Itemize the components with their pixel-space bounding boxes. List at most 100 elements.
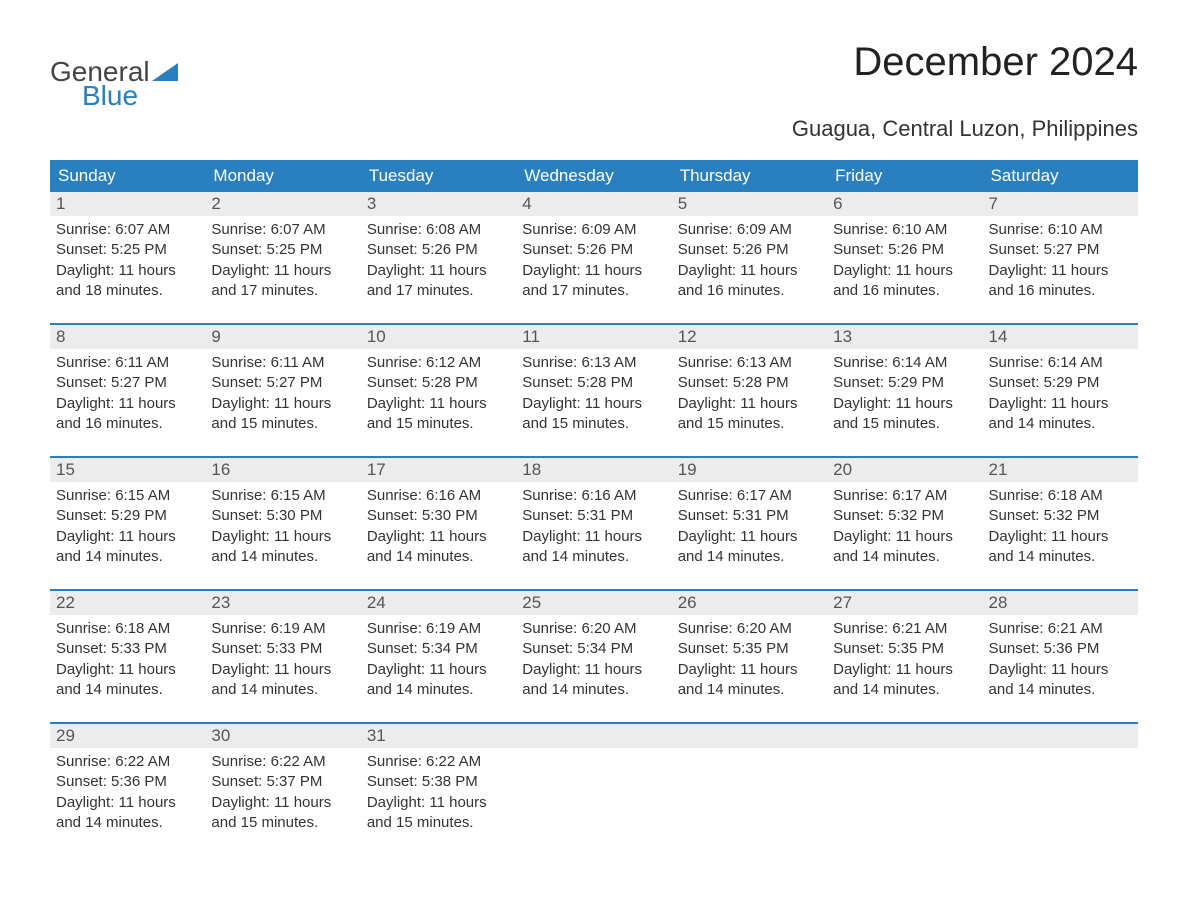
day-number: 22 xyxy=(50,591,205,615)
day-number xyxy=(983,724,1138,748)
weekday-header: Tuesday xyxy=(361,160,516,192)
sunset-text: Sunset: 5:27 PM xyxy=(211,373,354,393)
day-body: Sunrise: 6:15 AMSunset: 5:30 PMDaylight:… xyxy=(205,482,360,567)
daylight-text-1: Daylight: 11 hours xyxy=(367,394,510,414)
weekday-header: Wednesday xyxy=(516,160,671,192)
sunset-text: Sunset: 5:34 PM xyxy=(367,639,510,659)
sunset-text: Sunset: 5:36 PM xyxy=(989,639,1132,659)
day-number: 24 xyxy=(361,591,516,615)
sunset-text: Sunset: 5:37 PM xyxy=(211,772,354,792)
day-number: 21 xyxy=(983,458,1138,482)
day-body: Sunrise: 6:19 AMSunset: 5:33 PMDaylight:… xyxy=(205,615,360,700)
sunset-text: Sunset: 5:33 PM xyxy=(211,639,354,659)
day-body: Sunrise: 6:07 AMSunset: 5:25 PMDaylight:… xyxy=(50,216,205,301)
calendar-cell: 16Sunrise: 6:15 AMSunset: 5:30 PMDayligh… xyxy=(205,457,360,590)
day-number: 31 xyxy=(361,724,516,748)
day-number: 2 xyxy=(205,192,360,216)
daylight-text-2: and 14 minutes. xyxy=(211,680,354,700)
sunrise-text: Sunrise: 6:10 AM xyxy=(833,220,976,240)
calendar-cell: 19Sunrise: 6:17 AMSunset: 5:31 PMDayligh… xyxy=(672,457,827,590)
sunrise-text: Sunrise: 6:11 AM xyxy=(211,353,354,373)
calendar-cell xyxy=(827,723,982,855)
daylight-text-1: Daylight: 11 hours xyxy=(833,660,976,680)
sunset-text: Sunset: 5:29 PM xyxy=(833,373,976,393)
daylight-text-1: Daylight: 11 hours xyxy=(678,527,821,547)
daylight-text-1: Daylight: 11 hours xyxy=(211,261,354,281)
day-body: Sunrise: 6:15 AMSunset: 5:29 PMDaylight:… xyxy=(50,482,205,567)
sunrise-text: Sunrise: 6:09 AM xyxy=(678,220,821,240)
sunset-text: Sunset: 5:33 PM xyxy=(56,639,199,659)
day-body: Sunrise: 6:14 AMSunset: 5:29 PMDaylight:… xyxy=(983,349,1138,434)
day-number: 27 xyxy=(827,591,982,615)
sunrise-text: Sunrise: 6:16 AM xyxy=(367,486,510,506)
daylight-text-2: and 16 minutes. xyxy=(678,281,821,301)
daylight-text-2: and 16 minutes. xyxy=(989,281,1132,301)
logo-text-blue: Blue xyxy=(82,82,178,110)
logo: General Blue xyxy=(50,40,178,110)
day-body: Sunrise: 6:10 AMSunset: 5:26 PMDaylight:… xyxy=(827,216,982,301)
daylight-text-2: and 17 minutes. xyxy=(522,281,665,301)
sunset-text: Sunset: 5:35 PM xyxy=(833,639,976,659)
day-number: 28 xyxy=(983,591,1138,615)
day-number xyxy=(516,724,671,748)
calendar-cell: 10Sunrise: 6:12 AMSunset: 5:28 PMDayligh… xyxy=(361,324,516,457)
sunrise-text: Sunrise: 6:16 AM xyxy=(522,486,665,506)
daylight-text-1: Daylight: 11 hours xyxy=(56,261,199,281)
sunrise-text: Sunrise: 6:13 AM xyxy=(678,353,821,373)
sunset-text: Sunset: 5:34 PM xyxy=(522,639,665,659)
daylight-text-1: Daylight: 11 hours xyxy=(56,793,199,813)
sunset-text: Sunset: 5:31 PM xyxy=(522,506,665,526)
sunset-text: Sunset: 5:32 PM xyxy=(989,506,1132,526)
calendar-cell xyxy=(672,723,827,855)
sunset-text: Sunset: 5:28 PM xyxy=(678,373,821,393)
day-number: 19 xyxy=(672,458,827,482)
weekday-header: Friday xyxy=(827,160,982,192)
day-number: 4 xyxy=(516,192,671,216)
daylight-text-2: and 14 minutes. xyxy=(989,414,1132,434)
calendar-cell: 4Sunrise: 6:09 AMSunset: 5:26 PMDaylight… xyxy=(516,192,671,324)
day-number xyxy=(672,724,827,748)
daylight-text-1: Daylight: 11 hours xyxy=(522,394,665,414)
sunrise-text: Sunrise: 6:21 AM xyxy=(989,619,1132,639)
sunrise-text: Sunrise: 6:20 AM xyxy=(678,619,821,639)
day-body: Sunrise: 6:08 AMSunset: 5:26 PMDaylight:… xyxy=(361,216,516,301)
day-body: Sunrise: 6:18 AMSunset: 5:32 PMDaylight:… xyxy=(983,482,1138,567)
calendar-cell: 28Sunrise: 6:21 AMSunset: 5:36 PMDayligh… xyxy=(983,590,1138,723)
daylight-text-2: and 15 minutes. xyxy=(833,414,976,434)
day-body: Sunrise: 6:19 AMSunset: 5:34 PMDaylight:… xyxy=(361,615,516,700)
day-body xyxy=(672,748,827,758)
calendar-cell: 20Sunrise: 6:17 AMSunset: 5:32 PMDayligh… xyxy=(827,457,982,590)
sunset-text: Sunset: 5:35 PM xyxy=(678,639,821,659)
day-number: 30 xyxy=(205,724,360,748)
calendar-cell: 26Sunrise: 6:20 AMSunset: 5:35 PMDayligh… xyxy=(672,590,827,723)
day-number: 8 xyxy=(50,325,205,349)
day-number: 17 xyxy=(361,458,516,482)
location-subtitle: Guagua, Central Luzon, Philippines xyxy=(50,116,1138,142)
day-body: Sunrise: 6:22 AMSunset: 5:38 PMDaylight:… xyxy=(361,748,516,833)
calendar-cell: 7Sunrise: 6:10 AMSunset: 5:27 PMDaylight… xyxy=(983,192,1138,324)
daylight-text-2: and 14 minutes. xyxy=(56,547,199,567)
sunrise-text: Sunrise: 6:19 AM xyxy=(367,619,510,639)
weekday-header: Thursday xyxy=(672,160,827,192)
sunset-text: Sunset: 5:28 PM xyxy=(522,373,665,393)
day-body: Sunrise: 6:22 AMSunset: 5:37 PMDaylight:… xyxy=(205,748,360,833)
sunrise-text: Sunrise: 6:12 AM xyxy=(367,353,510,373)
calendar-cell xyxy=(983,723,1138,855)
header: General Blue December 2024 xyxy=(50,40,1138,110)
page-title: December 2024 xyxy=(853,40,1138,85)
sunset-text: Sunset: 5:32 PM xyxy=(833,506,976,526)
daylight-text-2: and 15 minutes. xyxy=(678,414,821,434)
day-body: Sunrise: 6:13 AMSunset: 5:28 PMDaylight:… xyxy=(672,349,827,434)
daylight-text-2: and 17 minutes. xyxy=(367,281,510,301)
daylight-text-1: Daylight: 11 hours xyxy=(211,394,354,414)
sunrise-text: Sunrise: 6:22 AM xyxy=(367,752,510,772)
sunrise-text: Sunrise: 6:17 AM xyxy=(678,486,821,506)
calendar-cell: 1Sunrise: 6:07 AMSunset: 5:25 PMDaylight… xyxy=(50,192,205,324)
daylight-text-2: and 16 minutes. xyxy=(833,281,976,301)
day-body: Sunrise: 6:18 AMSunset: 5:33 PMDaylight:… xyxy=(50,615,205,700)
sunrise-text: Sunrise: 6:21 AM xyxy=(833,619,976,639)
daylight-text-1: Daylight: 11 hours xyxy=(367,527,510,547)
day-number xyxy=(827,724,982,748)
day-body: Sunrise: 6:20 AMSunset: 5:34 PMDaylight:… xyxy=(516,615,671,700)
day-body: Sunrise: 6:09 AMSunset: 5:26 PMDaylight:… xyxy=(516,216,671,301)
